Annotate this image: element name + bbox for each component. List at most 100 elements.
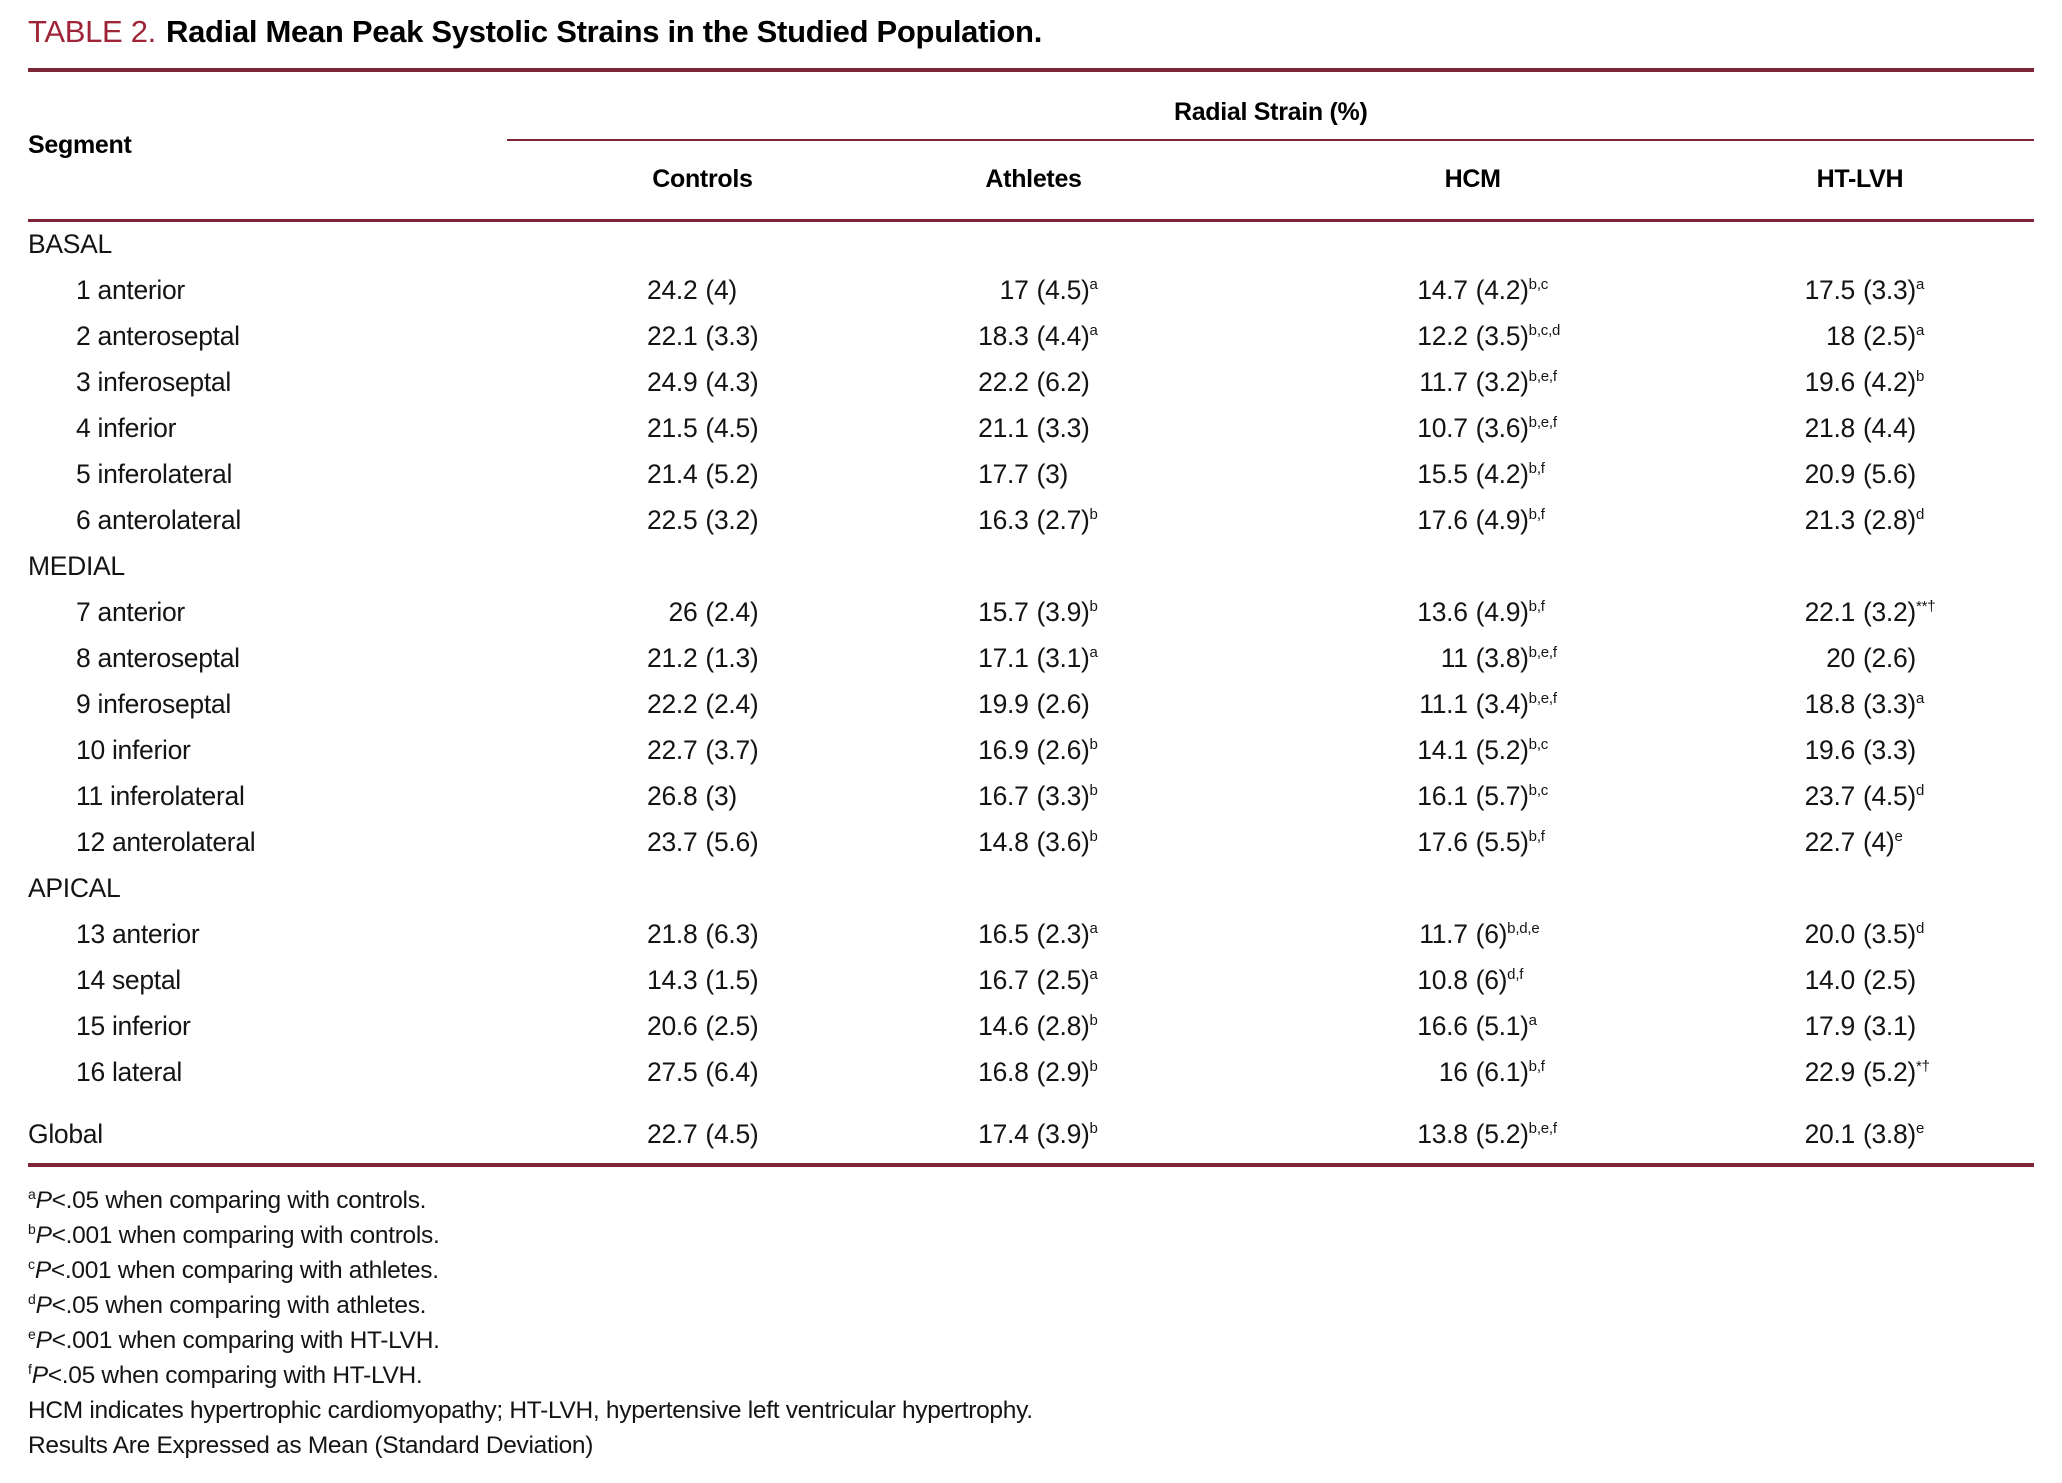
value-cell: 21.2 (1.3) (507, 636, 888, 682)
value-cell: 17 (4.5)a (889, 268, 1268, 314)
sd-value: (3.6)b,e,f (1475, 413, 1557, 443)
table-row: 11 inferolateral 26.8 (3) 16.7 (3.3)b 16.1 (5.… (28, 774, 2034, 820)
footnote: fP<.05 when comparing with HT-LVH. (28, 1358, 2034, 1393)
value-cell: 23.7 (4.5)d (1697, 774, 2034, 820)
mean-value: 18 (1826, 321, 1855, 351)
value-cell: 16.7 (2.5)a (889, 958, 1268, 1004)
sd-value: (2.5)a (1862, 321, 1925, 351)
table-title: TABLE 2. Radial Mean Peak Systolic Strain… (28, 14, 2034, 50)
significance-superscript: b (1089, 598, 1098, 616)
sd-value: (2.4) (705, 689, 759, 719)
value-cell: 20.9 (5.6) (1697, 452, 2034, 498)
sd-value: (4)e (1862, 827, 1903, 857)
footnote-p-symbol: P (35, 1186, 52, 1214)
section-label: BASAL (28, 229, 112, 259)
mean-value: 13.8 (1417, 1118, 1468, 1149)
value-cell: 17.9 (3.1) (1697, 1004, 2034, 1050)
value-cell: 14.7 (4.2)b,c (1268, 268, 1697, 314)
segment-label: 16 lateral (76, 1057, 183, 1087)
significance-superscript: b,e,f (1528, 414, 1557, 432)
significance-superscript: b,d,e (1507, 920, 1540, 938)
value-cell: 11 (3.8)b,e,f (1268, 636, 1697, 682)
significance-superscript: b (1089, 1058, 1098, 1076)
value-cell: 17.4 (3.9)b (888, 1095, 1268, 1167)
table-title-text: Radial Mean Peak Systolic Strains in the… (165, 14, 1043, 49)
footnote: dP<.05 when comparing with athletes. (28, 1288, 2034, 1323)
significance-superscript: b,e,f (1528, 368, 1557, 386)
mean-value: 18.8 (1804, 689, 1856, 719)
column-header-row: Controls Athletes HCM HT-LVH (28, 140, 2034, 222)
mean-value: 16.1 (1417, 781, 1468, 811)
sd-value: (2.8)b (1036, 1011, 1098, 1041)
value-cell: 27.5 (6.4) (507, 1050, 888, 1096)
mean-value: 19.6 (1804, 367, 1856, 397)
sd-value: (3.2)b,e,f (1475, 367, 1557, 397)
segment-label: 7 anterior (76, 597, 185, 627)
value-cell: 10.8 (6)d,f (1268, 958, 1697, 1004)
section-header-row: BASAL (28, 220, 2034, 268)
value-cell: 18 (2.5)a (1697, 314, 2034, 360)
mean-value: 21.8 (647, 919, 698, 949)
significance-superscript: b,e,f (1528, 690, 1557, 708)
sd-value: (1.5) (705, 965, 759, 995)
sd-value: (3.7) (705, 735, 759, 765)
footnote-marker: b (28, 1220, 36, 1237)
significance-superscript: a (1089, 644, 1098, 662)
mean-value: 17.4 (978, 1118, 1029, 1149)
significance-superscript: b (1089, 1119, 1098, 1137)
mean-value: 27.5 (647, 1057, 698, 1087)
sd-value: (3.8)b,e,f (1475, 643, 1557, 673)
mean-value: 20.9 (1804, 459, 1856, 489)
footnote-marker: e (28, 1325, 36, 1342)
value-cell: 21.1 (3.3) (889, 406, 1268, 452)
mean-value: 11.7 (1419, 367, 1468, 397)
significance-superscript: b (1915, 368, 1925, 386)
segment-label: Global (28, 1095, 508, 1167)
significance-superscript: b,c (1528, 782, 1549, 800)
value-cell: 23.7 (5.6) (507, 820, 888, 866)
sd-value: (2.4) (705, 597, 759, 627)
sd-value: (2.3)a (1036, 919, 1098, 949)
segment-label: 14 septal (76, 965, 181, 995)
value-cell: 24.9 (4.3) (507, 360, 888, 406)
value-cell: 13.6 (4.9)b,f (1268, 590, 1697, 636)
value-cell: 19.9 (2.6) (889, 682, 1268, 728)
mean-value: 17 (999, 275, 1029, 305)
sd-value: (4) (705, 275, 737, 305)
sd-value: (4.4)a (1036, 321, 1098, 351)
mean-value: 21.1 (978, 413, 1029, 443)
segment-label: 1 anterior (76, 275, 185, 305)
footnote-text: <.05 when comparing with controls. (51, 1186, 427, 1214)
value-cell: 13.8 (5.2)b,e,f (1267, 1095, 1697, 1167)
significance-superscript: b (1089, 1012, 1098, 1030)
mean-value: 14.6 (978, 1011, 1029, 1041)
sd-value: (2.8)d (1862, 505, 1925, 535)
value-cell: 14.8 (3.6)b (889, 820, 1268, 866)
mean-value: 16.6 (1417, 1011, 1468, 1041)
sd-value: (3.9)b (1036, 597, 1098, 627)
span-header-row: Segment Radial Strain (%) (28, 70, 2034, 222)
significance-superscript: b,c,d (1528, 322, 1561, 340)
mean-value: 15.5 (1417, 459, 1468, 489)
significance-superscript: **† (1915, 598, 1936, 616)
footnote-marker: f (28, 1360, 32, 1377)
value-cell: 19.6 (4.2)b (1697, 360, 2034, 406)
significance-superscript: b,e,f (1528, 644, 1557, 662)
sd-value: (3.5)b,c,d (1475, 321, 1561, 351)
footnote-text: Results Are Expressed as Mean (Standard … (28, 1431, 594, 1459)
value-cell: 10.7 (3.6)b,e,f (1268, 406, 1697, 452)
significance-superscript: b,f (1528, 1058, 1545, 1076)
significance-superscript: e (1894, 828, 1903, 846)
footnote: HCM indicates hypertrophic cardiomyopath… (28, 1393, 2034, 1428)
sd-value: (3.3)a (1862, 275, 1925, 305)
mean-value: 11 (1440, 643, 1468, 673)
segment-label: 4 inferior (76, 413, 177, 443)
sd-value: (3.1)a (1036, 643, 1098, 673)
mean-value: 11.1 (1419, 689, 1468, 719)
sd-value: (6.3) (705, 919, 759, 949)
sd-value: (4.2)b (1862, 367, 1925, 397)
significance-superscript: b,f (1528, 828, 1545, 846)
mean-value: 22.2 (978, 367, 1029, 397)
mean-value: 20.0 (1804, 919, 1856, 949)
